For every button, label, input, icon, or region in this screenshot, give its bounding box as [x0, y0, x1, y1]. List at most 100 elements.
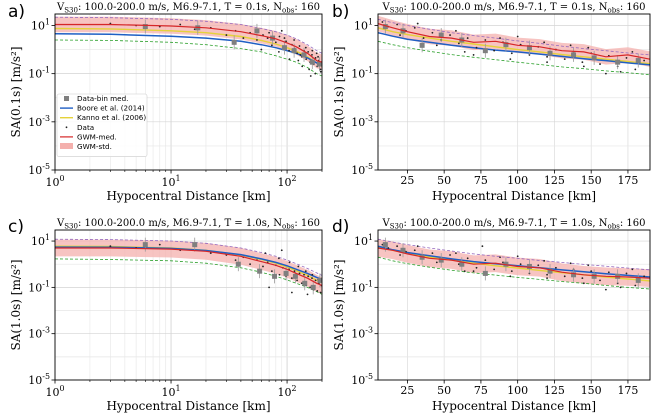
data-point [109, 245, 112, 248]
data-point [484, 259, 487, 262]
x-tick-label: 100 [45, 174, 64, 189]
data-point [431, 252, 434, 255]
data-point [599, 279, 601, 282]
databin-marker [283, 270, 289, 276]
x-axis-label: Hypocentral Distance [km] [106, 399, 270, 413]
data-point [268, 31, 270, 34]
panel-title: VS30: 100.0-200.0 m/s, M6.9-7.1, T = 0.1… [56, 2, 320, 15]
databin-marker [309, 59, 315, 65]
y-tick-label: 10-3 [28, 326, 50, 341]
gwm-median-line [378, 247, 650, 279]
data-point [315, 52, 318, 55]
databin-marker [503, 42, 509, 48]
data-point [599, 63, 601, 65]
data-point [472, 270, 475, 273]
gwm-median-line [55, 23, 322, 63]
data-point [278, 273, 281, 276]
data-point [234, 259, 237, 262]
data-point [643, 275, 646, 278]
databin-marker [526, 263, 532, 269]
data-point [546, 55, 548, 58]
x-axis-label: Hypocentral Distance [km] [432, 189, 596, 203]
data-point [262, 265, 264, 268]
data-point [416, 245, 419, 248]
y-tick-label: 101 [31, 233, 50, 248]
plot-area [55, 14, 322, 170]
gwm-std-band [55, 239, 322, 294]
data-point [399, 254, 401, 256]
dashed-lower-line [55, 258, 322, 295]
data-point [472, 54, 475, 56]
data-point [543, 259, 546, 262]
y-axis-label: SA(0.1s) [m/s²] [332, 46, 346, 137]
data-point [381, 21, 384, 23]
data-point [569, 44, 572, 47]
y-axis-label: SA(1.0s) [m/s²] [9, 259, 23, 350]
data-point [274, 41, 277, 44]
data-point [455, 29, 457, 32]
databin-marker [382, 24, 388, 30]
databin-marker [400, 247, 406, 253]
databin-marker [526, 45, 532, 51]
data-point [293, 270, 296, 273]
data-point [305, 58, 308, 61]
data-point [260, 48, 263, 51]
data-point [555, 266, 557, 269]
legend-item-gwm: GWM-med. [60, 132, 117, 141]
data-point [631, 51, 634, 53]
databin-marker [292, 273, 298, 279]
data-point [298, 45, 301, 47]
panel-title: VS30: 100.0-200.0 m/s, M6.9-7.1, T = 0.1… [382, 2, 646, 15]
x-tick-label: 25 [400, 174, 414, 187]
data-point [311, 273, 314, 276]
legend-label: Data [77, 123, 94, 132]
x-tick-label: 50 [437, 174, 451, 187]
data-point [277, 51, 280, 53]
data-point [563, 275, 566, 278]
data-point [435, 44, 438, 47]
legend-label: Data-bin med. [77, 94, 128, 103]
data-point [314, 57, 317, 59]
x-tick-label: 102 [278, 174, 297, 189]
data-point [293, 39, 296, 41]
data-point [619, 286, 622, 289]
kanno-line [378, 27, 650, 65]
data-point [499, 256, 501, 259]
data-point [309, 286, 312, 289]
x-tick-label: 175 [617, 174, 638, 187]
legend-item-databin: Data-bin med. [64, 94, 128, 103]
databin-marker [316, 61, 322, 67]
x-tick-label: 101 [162, 174, 181, 189]
data-point [249, 263, 251, 266]
data-point [307, 275, 310, 278]
panel-title: VS30: 100.0-200.0 m/s, M6.9-7.1, T = 1.0… [56, 218, 320, 231]
legend-label: GWM-std. [77, 142, 112, 151]
data-point [546, 277, 548, 280]
data-point [466, 37, 469, 39]
data-point [396, 23, 399, 26]
data-point [581, 61, 584, 64]
data-point [546, 61, 548, 64]
axes-frame [54, 13, 323, 171]
databin-marker [547, 50, 553, 56]
data-point [280, 29, 283, 32]
panel-label: d) [332, 217, 349, 237]
legend-marker [65, 126, 68, 129]
data-point [509, 58, 512, 61]
panel-d: 25 50 75 100 125 150 175 101 10-1 10-3 10-5 Hypocen… [332, 217, 651, 413]
data-point [493, 49, 496, 52]
y-tick-label: 101 [354, 18, 373, 33]
databin-marker [547, 268, 553, 274]
data-point [396, 245, 399, 248]
databin-marker [615, 59, 621, 65]
data-point [179, 23, 182, 26]
data-point [270, 270, 273, 273]
data-point [306, 293, 309, 296]
y-axis-label: SA(1.0s) [m/s²] [332, 259, 346, 350]
legend-item-kanno: Kanno et al. (2006) [60, 113, 146, 122]
y-tick-label: 10-3 [351, 114, 373, 129]
data-point [604, 72, 607, 75]
y-tick-label: 10-1 [28, 66, 50, 81]
data-point [543, 41, 546, 44]
